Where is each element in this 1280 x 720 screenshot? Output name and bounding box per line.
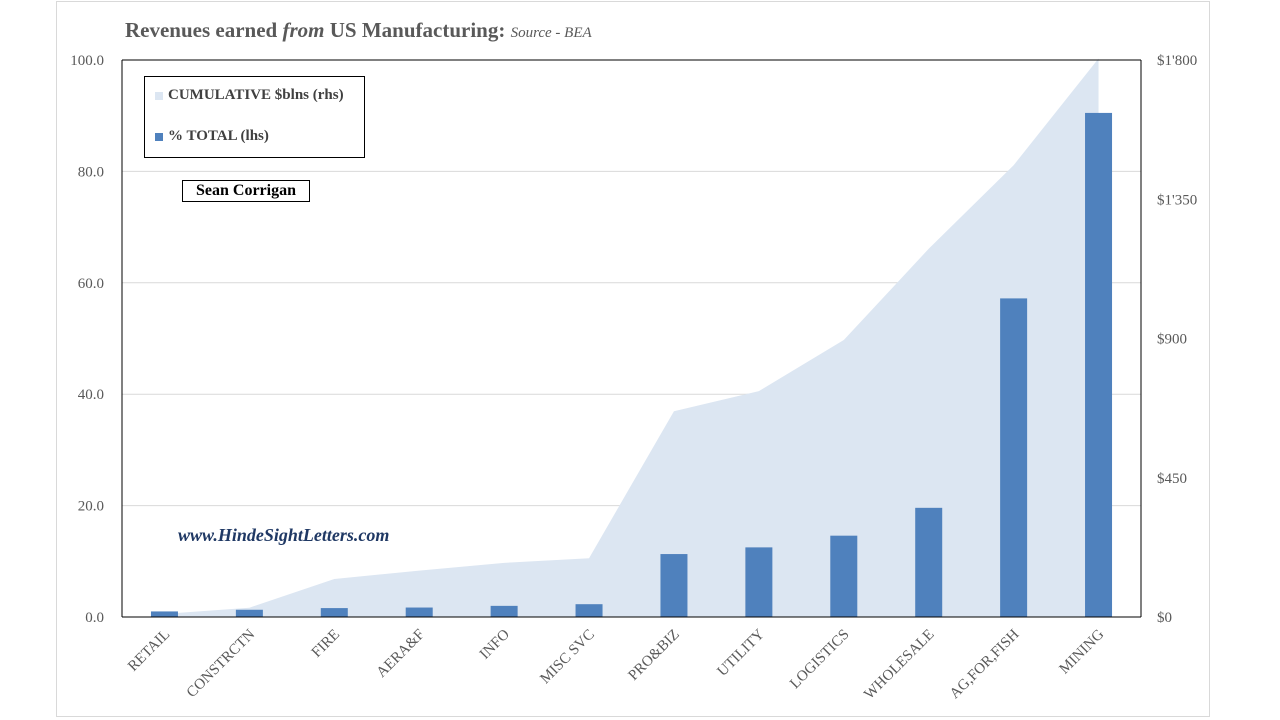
axes xyxy=(121,59,1142,618)
category-label-misc-svc: MISC SVC xyxy=(537,627,598,688)
website-watermark: www.HindeSightLetters.com xyxy=(178,525,390,545)
category-label-ag-for-fish: AG,FOR,FISH xyxy=(947,626,1023,702)
bar-series xyxy=(150,112,1113,617)
bar-info xyxy=(490,605,518,617)
right-axis-ticks: $0 $450 $900 $1'350 $1'800 xyxy=(1157,53,1197,626)
category-label-retail: RETAIL xyxy=(125,627,173,675)
category-label-constrctn: CONSTRCTN xyxy=(184,626,258,700)
right-tick-label-2: $900 xyxy=(1157,332,1187,348)
bar-constrctn xyxy=(235,609,263,617)
category-label-logistics: LOGISTICS xyxy=(787,627,853,693)
legend-swatch-area xyxy=(155,91,163,100)
bar-logistics xyxy=(830,535,858,617)
category-label-mining: MINING xyxy=(1057,626,1108,677)
bar-misc-svc xyxy=(575,604,603,617)
legend-swatch-bar xyxy=(155,132,163,141)
bar-fire xyxy=(320,608,348,617)
left-tick-label-4: 80.0 xyxy=(78,164,104,180)
right-tick-label-3: $1'350 xyxy=(1157,192,1197,208)
cumulative-area xyxy=(164,58,1099,618)
bar-mining xyxy=(1085,112,1113,617)
x-axis-categories: RETAIL CONSTRCTN FIRE AERA&F INFO MISC SVC PRO… xyxy=(125,626,1107,702)
right-tick-label-1: $450 xyxy=(1157,471,1187,487)
bar-utility xyxy=(745,547,773,617)
category-label-pro-biz: PRO&BIZ xyxy=(626,627,683,684)
left-tick-label-1: 20.0 xyxy=(78,499,104,515)
legend: CUMULATIVE $blns (rhs) % TOTAL (lhs) xyxy=(144,76,365,158)
category-label-fire: FIRE xyxy=(309,627,343,661)
bar-aera-f xyxy=(405,607,433,617)
category-label-wholesale: WHOLESALE xyxy=(861,627,937,703)
left-tick-label-2: 40.0 xyxy=(78,387,104,403)
legend-item-cumulative: CUMULATIVE $blns (rhs) xyxy=(155,87,344,104)
legend-label-cumulative: CUMULATIVE $blns (rhs) xyxy=(168,87,344,103)
category-label-aera-f: AERA&F xyxy=(374,627,428,681)
cumulative-area-path xyxy=(164,58,1099,618)
legend-item-percent: % TOTAL (lhs) xyxy=(155,128,269,145)
legend-label-percent: % TOTAL (lhs) xyxy=(168,128,269,144)
bar-retail xyxy=(150,611,178,617)
right-tick-label-0: $0 xyxy=(1157,610,1172,626)
chart-title: Revenues earned from US Manufacturing: S… xyxy=(125,18,592,42)
bar-ag-for-fish xyxy=(1000,298,1028,617)
category-label-utility: UTILITY xyxy=(715,626,768,679)
left-tick-label-3: 60.0 xyxy=(78,276,104,292)
left-tick-label-0: 0.0 xyxy=(85,610,104,626)
left-tick-label-5: 100.0 xyxy=(70,53,104,69)
chart-frame xyxy=(56,1,1210,717)
author-box: Sean Corrigan xyxy=(182,180,310,202)
category-label-info: INFO xyxy=(477,626,513,662)
bar-pro-biz xyxy=(660,554,688,617)
bar-wholesale xyxy=(915,507,943,617)
left-axis-ticks: 0.0 20.0 40.0 60.0 80.0 100.0 xyxy=(70,53,104,626)
right-tick-label-4: $1'800 xyxy=(1157,53,1197,69)
